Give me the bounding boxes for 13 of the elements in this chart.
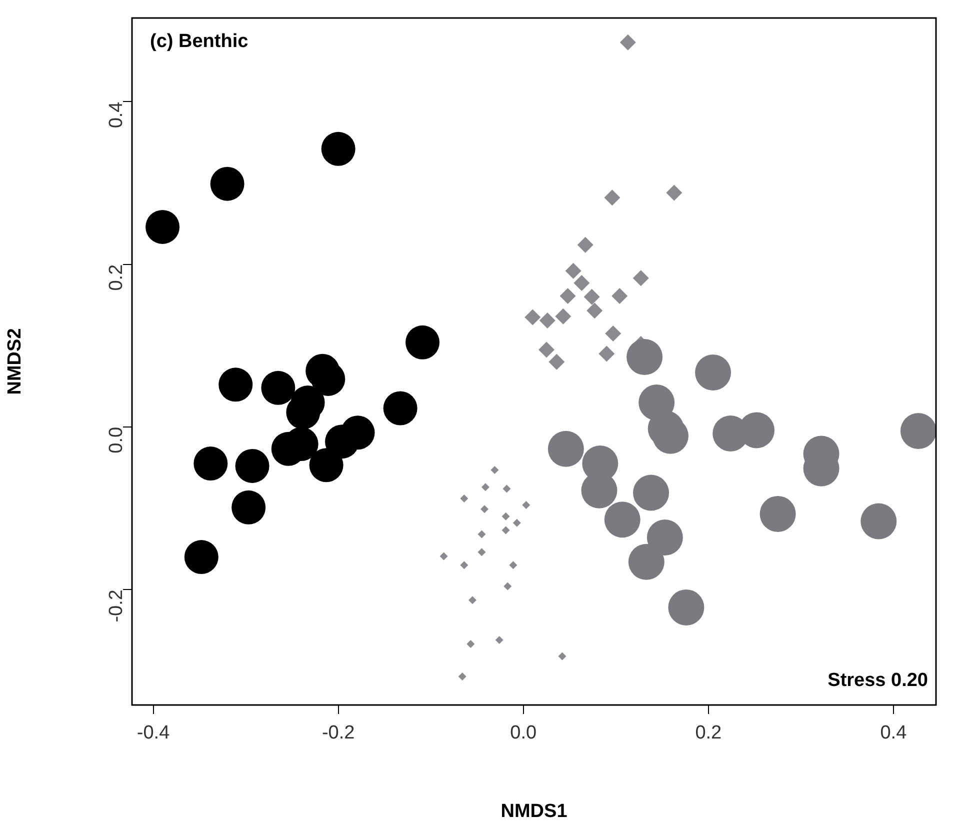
y-tick-label: 0.4 bbox=[106, 101, 128, 128]
x-tick-label: -0.4 bbox=[136, 722, 170, 744]
y-tick-label: 0.2 bbox=[106, 264, 128, 291]
annotation: Stress 0.20 bbox=[828, 670, 928, 692]
x-tick-label: 0.0 bbox=[510, 722, 537, 744]
y-axis-title: NMDS2 bbox=[4, 328, 26, 395]
y-tick-label: -0.2 bbox=[106, 590, 128, 622]
y-tick-label: 0.0 bbox=[106, 426, 128, 454]
x-tick-label: 0.2 bbox=[695, 722, 722, 744]
x-axis-title: NMDS1 bbox=[500, 800, 568, 822]
x-tick-label: -0.2 bbox=[322, 722, 355, 744]
annotation: (c) Benthic bbox=[150, 31, 249, 52]
x-tick-label: 0.4 bbox=[880, 722, 908, 744]
